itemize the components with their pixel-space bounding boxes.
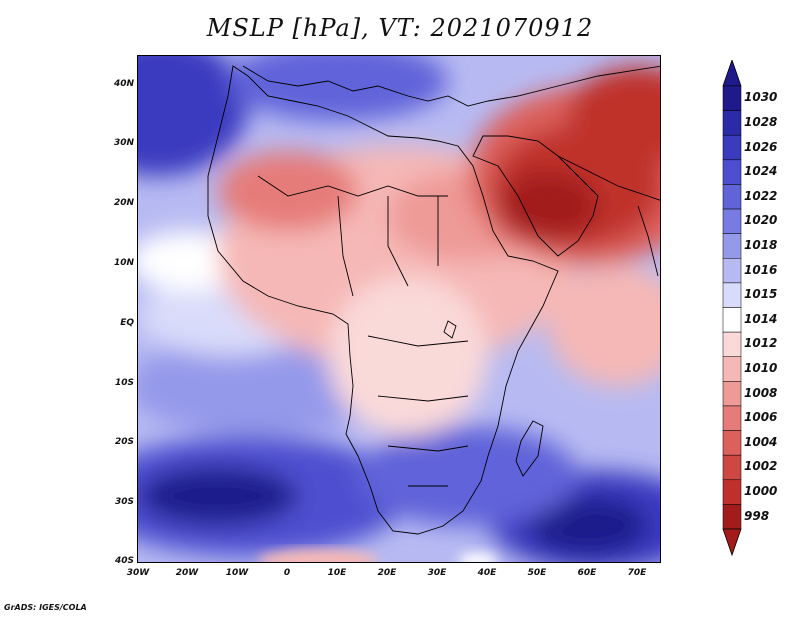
lon-label-30e: 30E (427, 568, 447, 578)
med-high (228, 56, 448, 121)
lat-label-30s: 30S (114, 497, 134, 507)
colorbar-segment (722, 331, 742, 357)
lon-label-0: 0 (283, 568, 291, 578)
interior-borders (337, 195, 469, 347)
southern-fringe-white (458, 553, 498, 562)
colorbar-segment (722, 134, 742, 161)
south-africa-high (358, 426, 578, 526)
colorbar-segment (722, 479, 742, 505)
colorbar (722, 60, 742, 557)
europe-coastline (242, 65, 660, 107)
colorbar-label: 1030 (744, 90, 778, 105)
lon-label-10w: 10W (225, 568, 249, 578)
lon-label-20e: 20E (377, 568, 397, 578)
colorbar-segment (722, 85, 742, 111)
south-atlantic-mid (138, 336, 388, 436)
lon-label-50e: 50E (527, 568, 547, 578)
central-africa-field (328, 276, 488, 436)
map-area (137, 55, 661, 563)
sahara-low (218, 151, 358, 231)
colorbar-segment (722, 356, 742, 382)
arabian-sea-field (548, 266, 660, 386)
lon-label-10e: 10E (327, 568, 347, 578)
colorbar-label: 1010 (744, 361, 778, 376)
colorbar-label: 1008 (744, 385, 778, 400)
coastlines (207, 65, 660, 535)
lon-label-20w: 20W (175, 568, 199, 578)
colorbar-segment (722, 159, 742, 185)
colorbar-label: 998 (744, 508, 770, 523)
middle-east-low-core (498, 171, 598, 241)
colorbar-label: 1002 (744, 459, 778, 474)
colorbar-segments (722, 85, 742, 530)
colorbar-segment (722, 258, 742, 284)
colorbar-segment (722, 208, 742, 234)
colorbar-label: 1018 (744, 237, 778, 252)
colorbar-label: 1012 (744, 336, 778, 351)
colorbar-label: 1020 (744, 213, 778, 228)
colorbar-segment (722, 282, 742, 308)
colorbar-segment (722, 381, 742, 407)
lat-label-eq: EQ (120, 318, 134, 328)
asia-coastline (557, 155, 660, 201)
colorbar-segment (722, 454, 742, 481)
colorbar-label: 1026 (744, 139, 778, 154)
colorbar-segment (722, 430, 742, 456)
lat-label-40s: 40S (114, 556, 134, 566)
lon-label-40e: 40E (477, 568, 497, 578)
colorbar-label: 1024 (744, 164, 778, 179)
southern-borders (377, 395, 469, 487)
lake-victoria (443, 320, 457, 339)
map-title: MSLP [hPa], VT: 2021070912 (206, 14, 594, 42)
colorbar-segment (722, 110, 742, 136)
lat-label-40n: 40N (113, 79, 134, 89)
colorbar-label: 1006 (744, 410, 778, 425)
colorbar-segment (722, 504, 742, 530)
lon-label-60e: 60E (577, 568, 597, 578)
colorbar-label: 1016 (744, 262, 778, 277)
lat-label-20s: 20S (114, 437, 134, 447)
iran-low (568, 66, 660, 166)
lat-label-30n: 30N (113, 138, 134, 148)
colorbar-label: 1000 (744, 484, 778, 499)
south-atlantic-core (138, 466, 298, 526)
indian-ocean-core (528, 496, 648, 556)
colorbar-bottom-arrow (722, 528, 742, 557)
india-coastline (637, 205, 659, 277)
colorbar-segment (722, 233, 742, 259)
colorbar-label: 1014 (744, 311, 778, 326)
colorbar-segment (722, 307, 742, 333)
colorbar-label: 1028 (744, 114, 778, 129)
atlantic-high-north (138, 56, 248, 176)
lon-label-70e: 70E (627, 568, 647, 578)
madagascar-outline (515, 420, 544, 477)
sahel-borders (257, 175, 448, 197)
credit-text: GrADS: IGES/COLA (4, 603, 87, 612)
arabia-outline (472, 135, 599, 257)
lat-label-20n: 20N (113, 198, 134, 208)
colorbar-top-arrow (722, 60, 742, 87)
colorbar-label: 1022 (744, 188, 778, 203)
colorbar-segment (722, 405, 742, 431)
southern-fringe-low (258, 549, 378, 562)
colorbar-label: 1004 (744, 434, 778, 449)
pressure-field-map (138, 56, 660, 562)
lat-label-10n: 10N (113, 258, 134, 268)
colorbar-label: 1015 (744, 287, 778, 302)
colorbar-segment (722, 184, 742, 210)
lat-label-10s: 10S (114, 378, 134, 388)
africa-coastline (207, 65, 559, 535)
lon-label-30w: 30W (126, 568, 150, 578)
